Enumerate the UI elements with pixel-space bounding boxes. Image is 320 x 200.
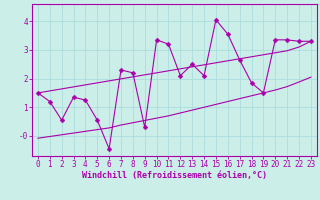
X-axis label: Windchill (Refroidissement éolien,°C): Windchill (Refroidissement éolien,°C) bbox=[82, 171, 267, 180]
